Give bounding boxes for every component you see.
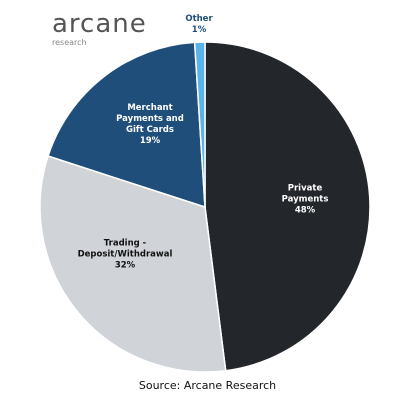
logo: arcane research	[52, 10, 147, 47]
value-label: 32%	[114, 260, 136, 271]
pie-slice	[39, 155, 227, 373]
slice-label: Trading - Deposit/Withdrawal 32%	[68, 239, 183, 272]
slice-label: Merchant Payments and Gift Cards 19%	[110, 103, 190, 147]
logo-name: arcane	[52, 9, 147, 39]
category-name: Merchant Payments and Gift Cards	[116, 103, 184, 135]
pie-slice	[193, 41, 206, 208]
pie-slice	[47, 41, 206, 209]
category-name: Other	[185, 14, 213, 24]
slice-label: Private Payments 48%	[275, 184, 335, 217]
category-name: Trading - Deposit/Withdrawal	[77, 238, 173, 260]
value-label: 1%	[191, 25, 207, 35]
value-label: 48%	[294, 205, 316, 216]
category-name: Private Payments	[281, 183, 329, 205]
logo-subtitle: research	[52, 38, 87, 47]
slice-label: Other 1%	[179, 14, 219, 36]
pie-slice	[204, 41, 371, 372]
value-label: 19%	[139, 136, 161, 146]
source: Source: Arcane Research	[138, 379, 277, 392]
